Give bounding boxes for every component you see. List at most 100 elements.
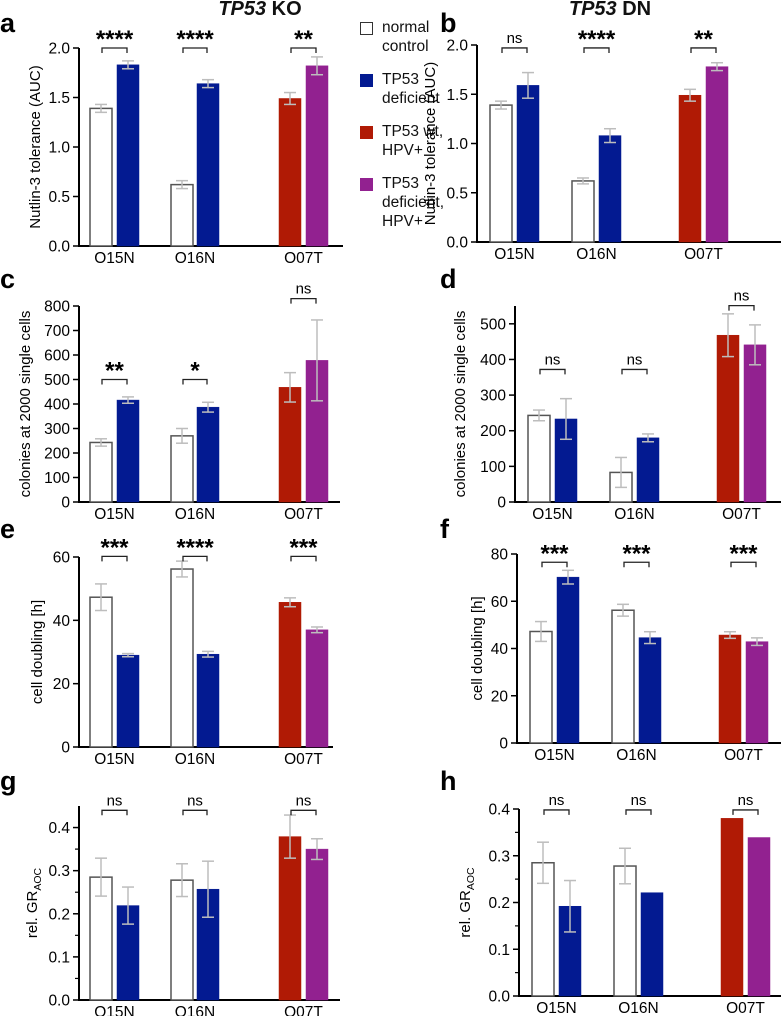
bar-o15n-deficient: [516, 85, 540, 243]
x-tick-label: O15N: [536, 1000, 577, 1016]
x-tick-label: O15N: [94, 751, 135, 768]
x-tick-label: O07T: [284, 1004, 323, 1016]
bar-o16n-deficient: [196, 83, 220, 247]
x-tick-label: O15N: [534, 747, 575, 764]
bar-o07t-deficient-hpv: [305, 629, 329, 748]
bar-o16n-deficient: [598, 135, 622, 243]
x-tick-label: O16N: [175, 1004, 216, 1016]
panel-letter: c: [0, 264, 15, 294]
bar-o07t-deficient-hpv: [747, 837, 771, 997]
x-tick-label: O16N: [175, 250, 216, 267]
bar-o07t-wt-hpv: [278, 602, 302, 748]
panel-e: e 0 20 40 60 cell doubling [h] O15N O16N O07T ***…: [0, 514, 333, 768]
y-tick-label: 700: [44, 323, 70, 340]
y-axis-label: Nutlin-3 tolerance (AUC): [422, 62, 439, 225]
significance-label: ns: [296, 792, 312, 809]
bar-o16n-deficient: [636, 437, 660, 503]
significance-bracket: [290, 809, 317, 816]
bar-o07t-wt-hpv: [278, 836, 302, 1001]
bar-o07t-deficient-hpv: [743, 344, 767, 503]
legend-item-normal: normal control: [360, 18, 470, 56]
panel-letter: f: [440, 514, 450, 544]
bar-o07t-wt-hpv: [718, 634, 742, 744]
bar-o16n-deficient: [196, 653, 220, 748]
panel-f: f 0 20 40 60 80 cell doubling [h] O15N O16N O07T *…: [440, 514, 781, 764]
significance-label: ns: [627, 351, 643, 368]
significance-bracket: [732, 809, 759, 815]
y-tick-label: 0.0: [446, 235, 468, 252]
bar-o15n-deficient: [556, 576, 580, 744]
y-tick-label: 0: [61, 740, 70, 757]
y-tick-label: 0.3: [488, 848, 510, 865]
bar-o07t-deficient-hpv: [745, 641, 769, 744]
x-tick-label: O16N: [175, 506, 216, 523]
x-tick-label: O07T: [722, 506, 761, 523]
y-tick-label: 2.0: [446, 38, 468, 55]
y-tick-label: 0: [499, 736, 508, 753]
y-tick-label: 0.2: [48, 906, 70, 923]
y-tick-label: 0.5: [446, 185, 468, 202]
y-tick-label: 1.5: [48, 90, 70, 107]
bar-o07t-deficient-hpv: [305, 65, 329, 247]
y-tick-label: 600: [44, 348, 70, 365]
significance-bracket: [101, 378, 128, 385]
bar-o15n-normal: [529, 630, 553, 744]
y-axis-label: rel. GRAOC: [457, 867, 477, 938]
y-tick-label: 500: [480, 316, 506, 333]
significance-bracket: [101, 555, 128, 562]
significance-label: **: [105, 358, 124, 385]
y-tick-label: 0.0: [48, 239, 70, 256]
column-title-dn-gene: TP53: [568, 0, 617, 20]
y-tick-label: 20: [53, 676, 71, 693]
y-tick-label: 200: [480, 423, 506, 440]
significance-label: ***: [729, 540, 758, 567]
y-axis-label-subscript: AOC: [465, 867, 477, 890]
y-tick-label: 0.1: [48, 949, 70, 966]
significance-bracket: [101, 809, 128, 816]
y-tick-label: 0.3: [48, 863, 70, 880]
significance-bracket: [182, 47, 208, 53]
significance-label: ns: [296, 281, 312, 298]
bar-o15n-normal: [89, 107, 113, 247]
x-tick-label: O07T: [284, 250, 323, 267]
x-tick-label: O16N: [614, 506, 655, 523]
y-axis-label: colonies at 2000 single cells: [17, 311, 34, 498]
bar-o16n-normal: [170, 568, 194, 748]
y-tick-label: 200: [44, 446, 70, 463]
x-tick-label: O07T: [726, 1000, 765, 1016]
y-tick-label: 60: [53, 550, 71, 567]
x-tick-label: O07T: [684, 246, 723, 263]
legend-swatch-deficient-hpv: [360, 178, 373, 191]
y-axis-label: Nutlin-3 tolerance (AUC): [27, 65, 44, 228]
x-tick-label: O16N: [175, 751, 216, 768]
legend-label-wt-hpv: TP53 wt, HPV+: [382, 123, 444, 159]
significance-bracket: [690, 47, 717, 53]
significance-label: **: [294, 26, 313, 53]
significance-bracket: [290, 555, 317, 562]
y-tick-label: 0: [497, 495, 506, 512]
legend-item-deficient: TP53 deficient: [360, 70, 470, 108]
column-title-dn: TP53 DN: [520, 0, 700, 21]
y-tick-label: 0: [61, 495, 70, 512]
bar-o07t-wt-hpv: [678, 94, 702, 243]
y-tick-label: 0.0: [488, 989, 510, 1006]
panel-letter: b: [440, 8, 457, 38]
y-tick-label: 100: [480, 459, 506, 476]
column-title-ko-suffix: KO: [266, 0, 302, 20]
y-tick-label: 2.0: [48, 41, 70, 58]
y-axis-label-subscript: AOC: [32, 867, 44, 890]
significance-label: ****: [578, 26, 616, 53]
panel-letter: h: [440, 766, 457, 796]
significance-label: ns: [545, 351, 561, 368]
significance-label: ****: [96, 26, 134, 53]
x-tick-label: O15N: [94, 506, 135, 523]
y-axis-label: colonies at 2000 single cells: [452, 311, 469, 498]
bar-o07t-wt-hpv: [720, 818, 744, 997]
legend-swatch-normal: [360, 22, 373, 35]
bar-o16n-deficient: [638, 637, 662, 744]
bar-o16n-normal: [613, 865, 637, 997]
bar-o16n-normal: [170, 879, 194, 1001]
significance-label: ns: [631, 792, 647, 809]
x-tick-label: O15N: [94, 1004, 135, 1016]
bar-o16n-normal: [170, 183, 194, 247]
